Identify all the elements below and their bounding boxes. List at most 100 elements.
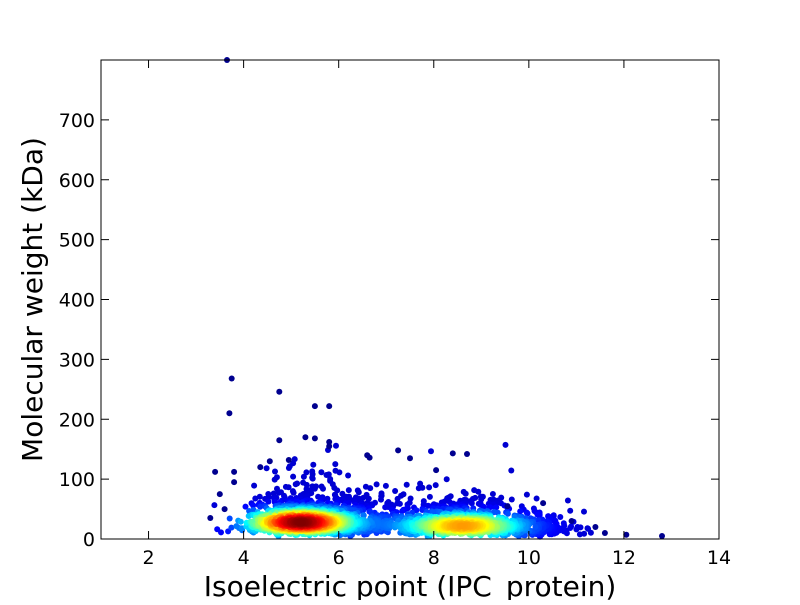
y-tick-label: 300 <box>59 349 95 371</box>
data-point <box>332 461 339 468</box>
x-tick-label: 8 <box>428 547 440 569</box>
y-tick-label: 200 <box>59 409 95 431</box>
data-point <box>214 526 221 533</box>
data-point <box>508 467 515 474</box>
data-point <box>272 468 278 475</box>
data-point <box>534 511 541 518</box>
data-point <box>489 491 496 497</box>
axis-ticks: 2 4 6 8 10 12 14 0 100 200 300 400 500 600 700 <box>59 60 731 569</box>
outlier-point <box>504 503 511 510</box>
data-point <box>345 487 352 494</box>
x-tick-label: 14 <box>707 547 731 569</box>
data-point <box>345 472 352 479</box>
data-point <box>428 448 434 455</box>
data-points <box>207 57 665 540</box>
outlier-point <box>226 410 233 417</box>
data-point <box>211 502 218 509</box>
outlier-point <box>212 468 219 475</box>
data-point <box>290 489 297 496</box>
data-point <box>300 473 307 480</box>
outlier-point <box>623 531 630 538</box>
x-tick-label: 2 <box>142 547 154 569</box>
data-point <box>378 496 384 503</box>
outlier-point <box>276 437 283 444</box>
data-point <box>250 502 257 509</box>
outlier-point <box>366 454 373 461</box>
data-point <box>581 508 587 515</box>
outlier-point <box>266 458 273 465</box>
outlier-point <box>311 403 318 410</box>
data-point <box>256 493 263 500</box>
data-point <box>373 481 380 488</box>
x-axis-title: Isoelectric point (IPC_protein) <box>204 570 617 600</box>
data-point <box>475 488 482 495</box>
outlier-point <box>433 467 440 474</box>
outlier-point <box>276 388 283 395</box>
outlier-point <box>231 479 238 486</box>
outlier-point <box>257 464 264 471</box>
data-point <box>285 465 292 471</box>
data-point <box>415 485 422 492</box>
data-point <box>584 525 591 532</box>
data-point <box>399 508 406 515</box>
data-point <box>557 514 564 520</box>
data-point <box>292 481 299 488</box>
outlier-point <box>326 403 333 410</box>
data-point <box>403 481 410 488</box>
x-tick-label: 6 <box>333 547 345 569</box>
data-point <box>413 507 420 514</box>
outlier-point <box>464 451 470 457</box>
data-point <box>355 489 362 496</box>
data-point <box>242 503 249 510</box>
data-point <box>228 524 235 531</box>
data-point <box>396 500 403 507</box>
y-axis-title: Molecular weight (kDa) <box>16 137 49 462</box>
outlier-point <box>302 434 309 441</box>
data-point <box>576 531 583 538</box>
data-point <box>318 469 325 476</box>
data-point <box>245 513 252 519</box>
data-point <box>574 524 581 530</box>
x-tick-label: 4 <box>238 547 250 569</box>
data-point <box>275 489 282 496</box>
data-point <box>462 490 469 497</box>
x-tick-label: 10 <box>517 547 541 569</box>
y-tick-label: 400 <box>59 290 95 312</box>
data-point <box>320 485 326 492</box>
outlier-point <box>221 506 228 513</box>
outlier-point <box>540 500 547 507</box>
data-point <box>392 488 399 494</box>
data-point <box>252 495 259 502</box>
outlier-point <box>568 518 575 524</box>
data-point <box>367 485 374 492</box>
outlier-point <box>659 533 665 539</box>
y-tick-label: 100 <box>59 469 95 491</box>
data-point <box>508 496 515 503</box>
outlier-point <box>216 491 223 498</box>
data-point <box>265 498 272 505</box>
data-point <box>426 493 433 500</box>
data-point <box>426 484 433 491</box>
y-tick-label: 700 <box>59 110 95 132</box>
outlier-point <box>311 435 318 442</box>
data-point <box>517 508 524 515</box>
data-point <box>309 475 316 482</box>
outlier-point <box>326 439 333 445</box>
outlier-point <box>449 450 456 457</box>
data-point <box>251 482 258 489</box>
data-point <box>551 518 558 525</box>
data-point <box>382 504 389 511</box>
outlier-point <box>592 524 599 530</box>
data-point <box>310 461 317 468</box>
data-point <box>564 497 571 504</box>
data-point <box>468 500 475 507</box>
y-tick-label: 0 <box>83 529 95 551</box>
data-point <box>502 441 509 448</box>
outlier-point <box>395 447 402 454</box>
x-tick-label: 12 <box>612 547 636 569</box>
data-point <box>285 484 292 491</box>
data-point <box>263 465 270 472</box>
data-point <box>238 525 245 532</box>
